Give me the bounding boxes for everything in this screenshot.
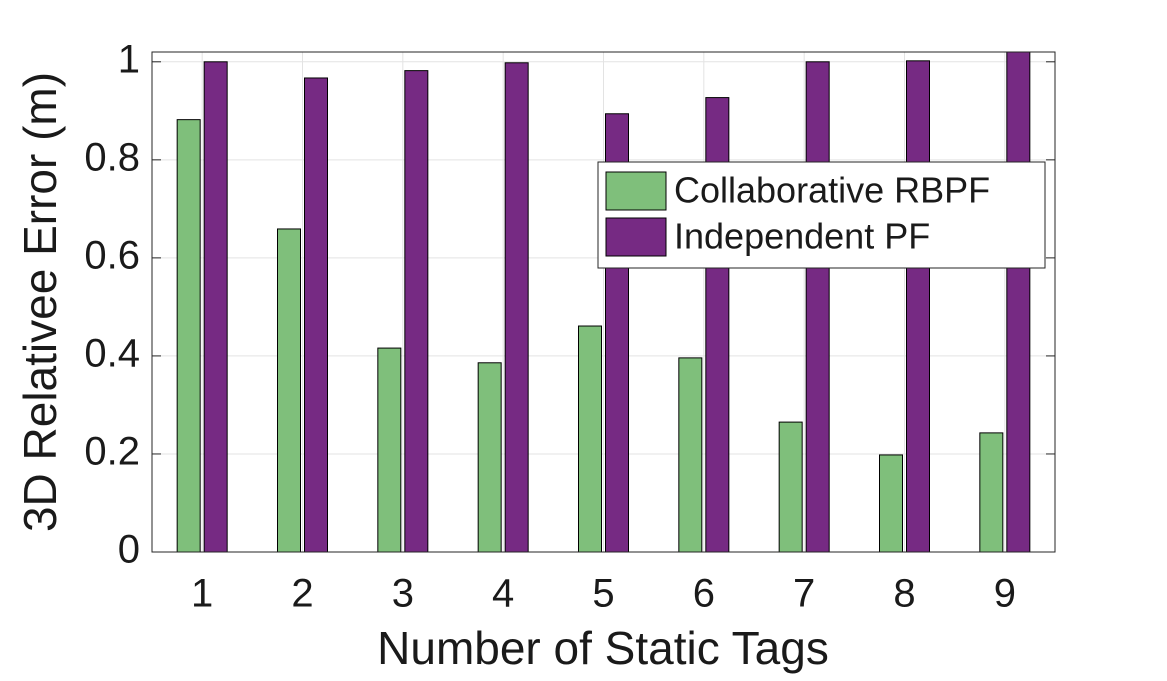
x-tick-label: 6 <box>693 572 715 616</box>
y-tick-label: 0 <box>118 528 140 572</box>
y-tick-label: 0.6 <box>84 233 140 277</box>
x-axis-label: Number of Static Tags <box>377 622 829 674</box>
bar <box>1006 51 1031 553</box>
bar <box>578 325 602 553</box>
bar <box>203 61 228 553</box>
bar <box>404 70 429 553</box>
legend-swatch <box>605 171 667 211</box>
y-axis-label: 3D Relativee Error (m) <box>14 72 66 532</box>
legend-box <box>597 161 1046 269</box>
y-tick-label: 1 <box>118 37 140 81</box>
x-tick-label: 3 <box>392 572 414 616</box>
bar <box>176 119 201 553</box>
bar <box>678 357 703 553</box>
x-tick-label: 5 <box>592 572 614 616</box>
x-tick-label: 1 <box>191 572 213 616</box>
bar <box>879 454 903 553</box>
plot-frame <box>151 51 1056 553</box>
x-tick-label: 2 <box>291 572 313 616</box>
y-tick-label: 0.4 <box>84 331 140 375</box>
bar <box>304 77 328 553</box>
bar <box>906 60 930 553</box>
y-tick-label: 0.2 <box>84 430 140 474</box>
bar <box>979 432 1004 553</box>
bar <box>277 228 301 553</box>
bar <box>778 421 803 553</box>
x-tick-label: 9 <box>994 572 1016 616</box>
bar <box>377 347 402 553</box>
bar <box>504 62 529 553</box>
legend-label: Independent PF <box>674 216 930 257</box>
x-tick-label: 7 <box>793 572 815 616</box>
x-tick-label: 8 <box>893 572 915 616</box>
x-tick-label: 4 <box>492 572 514 616</box>
bar <box>477 362 502 553</box>
y-tick-label: 0.8 <box>84 135 140 179</box>
legend-swatch <box>605 217 667 257</box>
bar <box>805 61 830 553</box>
legend-label: Collaborative RBPF <box>674 170 990 211</box>
